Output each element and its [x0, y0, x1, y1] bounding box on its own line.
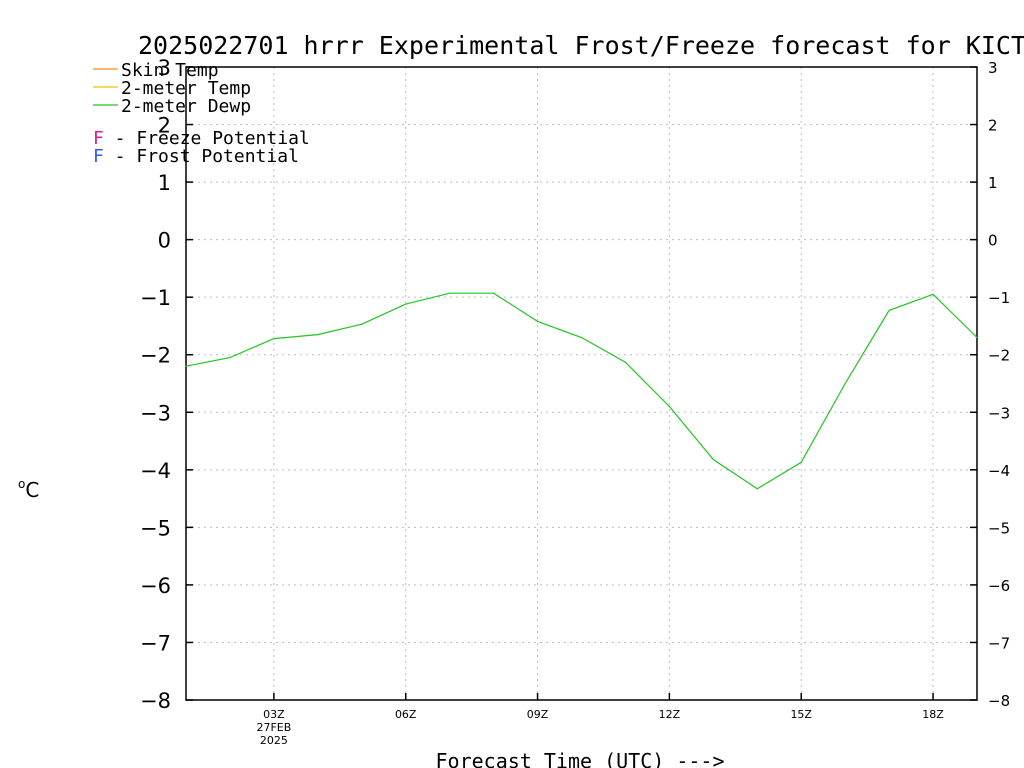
data-point: [976, 336, 978, 339]
data-point: [493, 292, 495, 294]
y-tick-label: −8: [140, 689, 171, 713]
data-point: [536, 320, 539, 322]
legend-potential-label: - Freeze Potential: [104, 128, 310, 149]
data-point: [800, 461, 802, 463]
x-tick-label: 09Z: [527, 708, 549, 721]
x-tick-sublabel: 27FEB: [256, 721, 291, 734]
data-point: [712, 458, 714, 461]
x-tick-label: 18Z: [922, 708, 944, 721]
legend-potential-0: F - Freeze Potential: [93, 128, 310, 149]
y-tick-label-right: −1: [988, 289, 1010, 307]
y-tick-label-right: −8: [988, 692, 1010, 710]
y-tick-label: −2: [140, 344, 171, 368]
legend-label-d2m: 2-meter Dewp: [121, 96, 251, 117]
legend-label-skin: Skin Temp: [121, 60, 219, 81]
y-axis-right: 3 2 1 0 −1 −2 −3 −4 −5 −6 −7 −8: [970, 59, 1010, 710]
y-tick-label: 0: [158, 229, 171, 253]
x-tick-sublabel: 2025: [260, 734, 288, 747]
y-tick-label-right: −7: [988, 634, 1010, 652]
data-point: [580, 336, 583, 339]
y-tick-label-right: −4: [988, 462, 1010, 480]
y-tick-label: −4: [140, 459, 171, 483]
x-tick-label: 15Z: [790, 708, 812, 721]
y-axis-left: 3 2 1 0 −1 −2 −3 −4 −5 −6 −7 −8: [140, 56, 193, 713]
y-tick-label-right: 1: [988, 174, 998, 192]
data-point: [273, 338, 275, 340]
data-point: [932, 293, 934, 295]
y-tick-label-right: −2: [988, 347, 1010, 365]
y-tick-label: 2: [158, 114, 171, 138]
plot-frame: [185, 66, 978, 701]
chart-title: 2025022701 hrrr Experimental Frost/Freez…: [138, 31, 1024, 60]
x-tick-label: 06Z: [395, 708, 417, 721]
data-point: [624, 361, 627, 363]
y-tick-label-right: −6: [988, 577, 1010, 595]
data-point: [229, 357, 231, 359]
y-tick-label: 3: [158, 56, 171, 80]
data-point: [449, 292, 451, 294]
y-tick-label-right: 2: [988, 117, 998, 135]
y-tick-label-right: 3: [988, 59, 998, 77]
y-tick-label-right: −5: [988, 519, 1010, 537]
y-axis-unit-degree: o: [18, 477, 25, 491]
data-point: [361, 323, 363, 325]
y-axis-unit-label: oC: [18, 477, 39, 502]
data-point: [888, 309, 890, 312]
y-tick-label: −7: [140, 631, 171, 655]
series-line-2m-dewpoint: [185, 292, 978, 490]
y-tick-label: −5: [140, 516, 171, 540]
legend-potential-symbol: F: [93, 146, 104, 167]
y-tick-label: −3: [140, 401, 171, 425]
data-point: [844, 382, 846, 385]
data-point: [756, 488, 758, 490]
legend-label-t2m: 2-meter Temp: [121, 78, 251, 99]
x-tick-label: 12Z: [659, 708, 681, 721]
data-point: [405, 303, 407, 305]
x-axis-label: Forecast Time (UTC) --->: [436, 749, 725, 768]
y-tick-label-right: −3: [988, 404, 1010, 422]
y-tick-label-right: 0: [988, 232, 998, 250]
legend-potential-symbol: F: [93, 128, 104, 149]
y-tick-label: −1: [140, 286, 171, 310]
y-tick-label: −6: [140, 574, 171, 598]
legend-potential-1: F - Frost Potential: [93, 146, 299, 167]
data-point: [668, 405, 670, 408]
x-tick-label: 03Z: [263, 708, 285, 721]
y-tick-label: 1: [158, 171, 171, 195]
grid-lines: [186, 67, 977, 700]
legend-potential-label: - Frost Potential: [104, 146, 299, 167]
data-point: [317, 333, 319, 336]
y-axis-unit-letter: C: [25, 478, 39, 502]
data-point: [185, 365, 187, 367]
series-layer: [185, 292, 978, 490]
